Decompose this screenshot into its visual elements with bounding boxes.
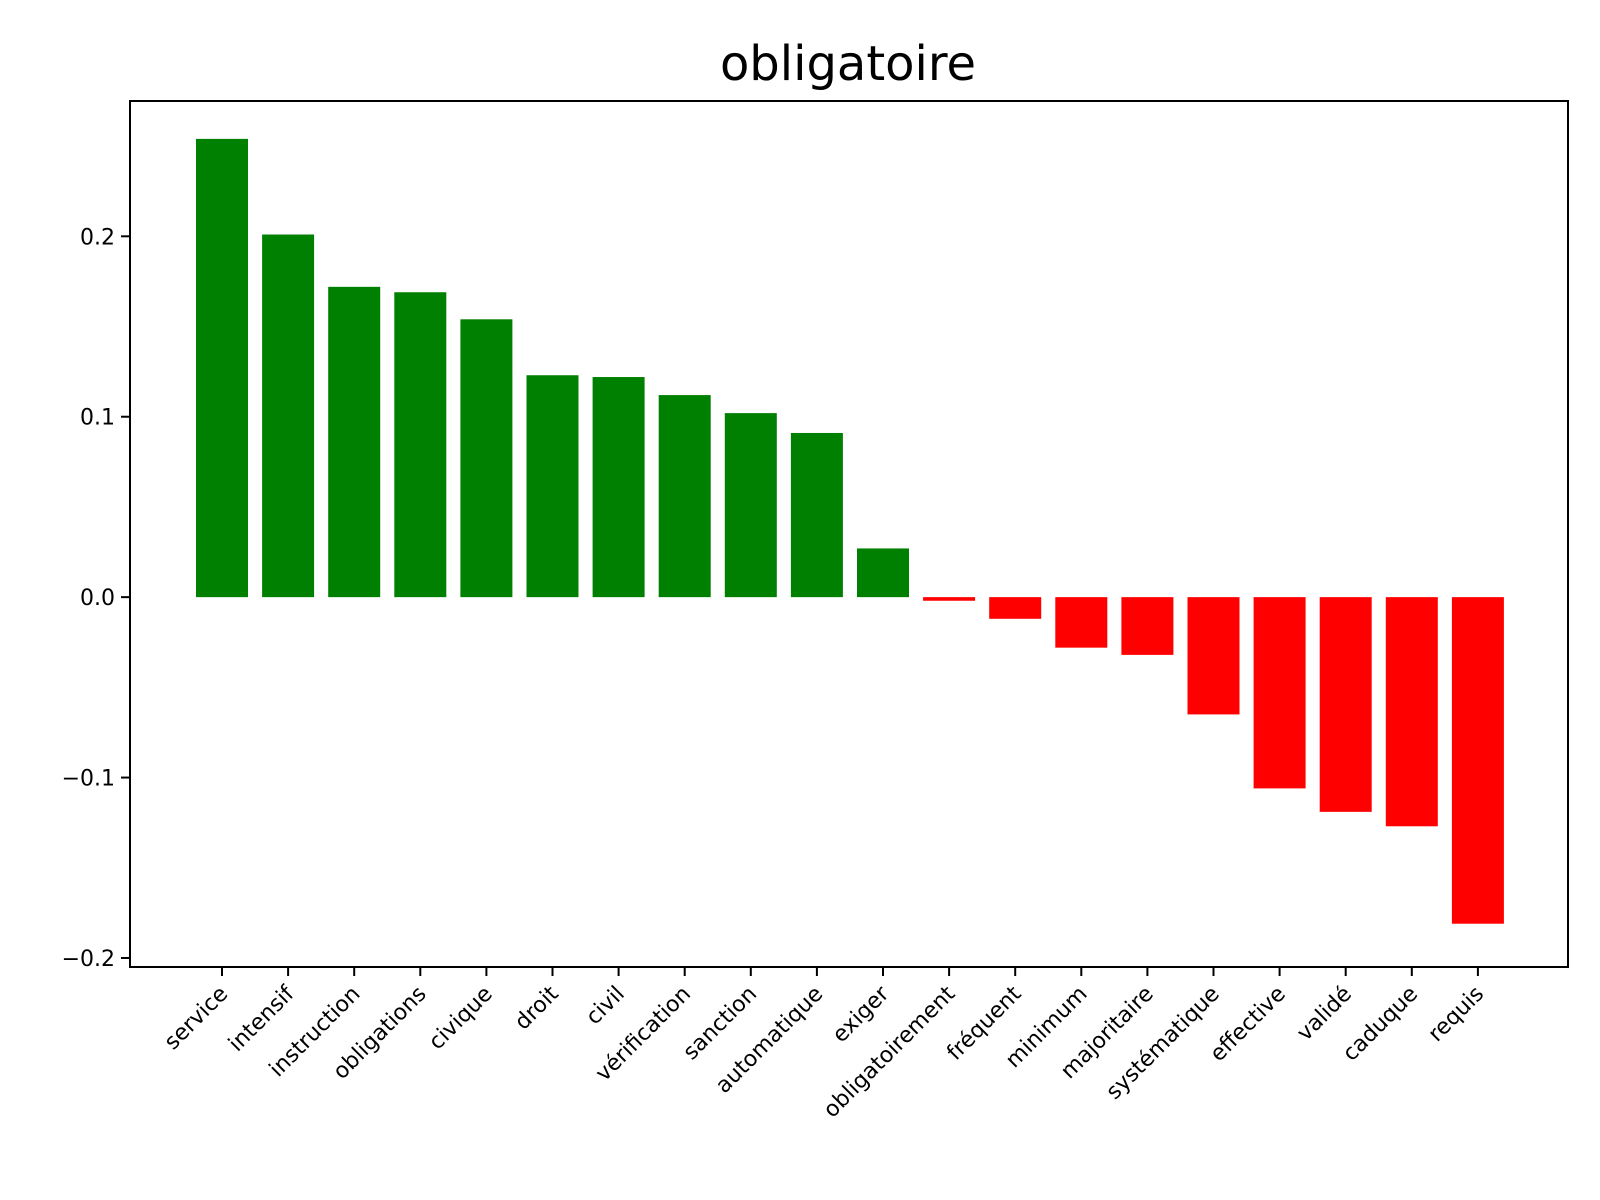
plot-frame <box>129 100 1569 968</box>
y-tick-label: −0.1 <box>62 767 115 792</box>
x-tick-label: civil <box>581 982 629 1030</box>
x-tick-label: validé <box>1292 982 1357 1047</box>
bar-1 <box>196 138 248 598</box>
bar-12 <box>923 597 976 601</box>
chart-title: obligatoire <box>720 36 976 92</box>
bar-11 <box>857 548 909 598</box>
y-tick-label: 0.1 <box>80 406 115 431</box>
y-tick-label: 0.2 <box>80 225 115 250</box>
bar-14 <box>1055 597 1108 648</box>
bar-18 <box>1319 597 1372 812</box>
bar-17 <box>1253 597 1306 789</box>
x-tick-label: droit <box>510 981 564 1035</box>
x-tick-label: civique <box>424 982 497 1055</box>
bar-6 <box>526 375 579 598</box>
bar-8 <box>658 395 711 598</box>
bars-group <box>196 138 1504 924</box>
y-tick-label: 0.0 <box>80 586 115 611</box>
x-tick-label: systématique <box>1102 982 1225 1105</box>
x-tick-label: exiger <box>828 981 895 1048</box>
y-axis: −0.2 −0.1 0.0 0.1 0.2 <box>62 225 130 972</box>
bar-20 <box>1451 597 1504 924</box>
bar-9 <box>724 413 777 598</box>
bar-10 <box>790 432 843 598</box>
y-tick-label: −0.2 <box>62 947 115 972</box>
bar-7 <box>592 377 645 598</box>
x-tick-label: requis <box>1424 982 1489 1047</box>
bar-19 <box>1385 597 1438 827</box>
bar-16 <box>1187 597 1240 715</box>
x-tick-label: service <box>160 982 233 1055</box>
bar-2 <box>262 234 315 598</box>
bar-4 <box>394 292 447 598</box>
bar-5 <box>460 319 513 598</box>
x-axis: serviceintensifinstructionobligationsciv… <box>160 967 1489 1123</box>
bar-3 <box>328 286 381 598</box>
bar-13 <box>989 597 1042 619</box>
bar-15 <box>1121 597 1174 655</box>
